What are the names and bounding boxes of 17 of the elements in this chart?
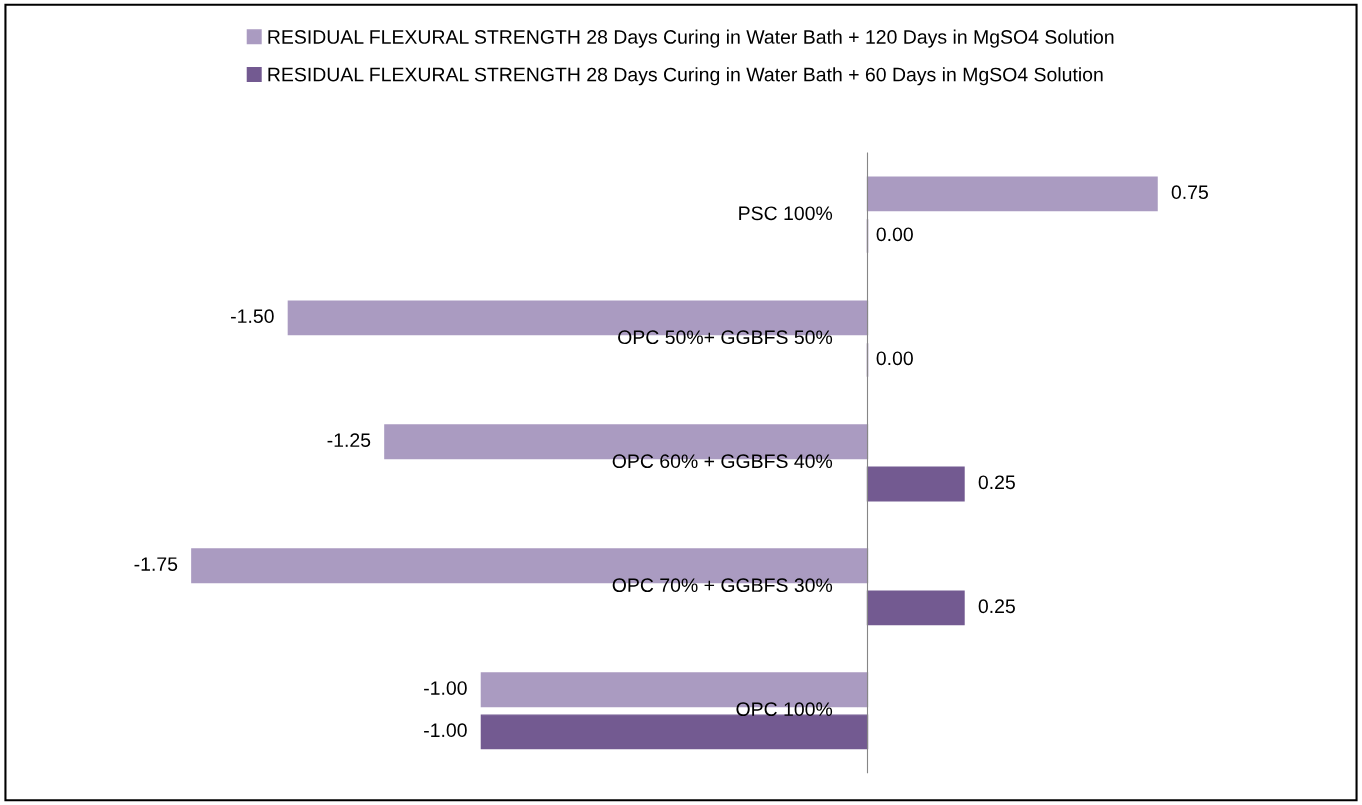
y-tick-label: OPC 100% [736, 702, 833, 717]
data-label: 0.75 [1171, 185, 1208, 200]
data-label: 0.25 [978, 599, 1015, 614]
legend-label: RESIDUAL FLEXURAL STRENGTH 28 Days Curing in Water Bath + 60 Days in MgSO4 Solution [268, 67, 1103, 86]
legend-label: RESIDUAL FLEXURAL STRENGTH 28 Days Curing in Water Bath + 120 Days in MgSO4 Solution [268, 29, 1114, 48]
y-tick-label: OPC 50%+ GGBFS 50% [618, 330, 833, 345]
data-label: -1.00 [424, 681, 467, 695]
data-label: 0.25 [978, 475, 1015, 490]
data-label: 0.00 [876, 351, 913, 366]
y-tick-label: OPC 70% + GGBFS 30% [612, 578, 833, 593]
data-label: -1.50 [231, 309, 274, 324]
data-label: -1.25 [327, 433, 371, 448]
data-label: -1.00 [424, 723, 467, 738]
y-tick-label: PSC 100% [739, 206, 833, 221]
data-label: -1.75 [134, 557, 178, 571]
y-tick-label: OPC 60% + GGBFS 40% [612, 454, 833, 469]
data-label: 0.00 [876, 227, 913, 242]
